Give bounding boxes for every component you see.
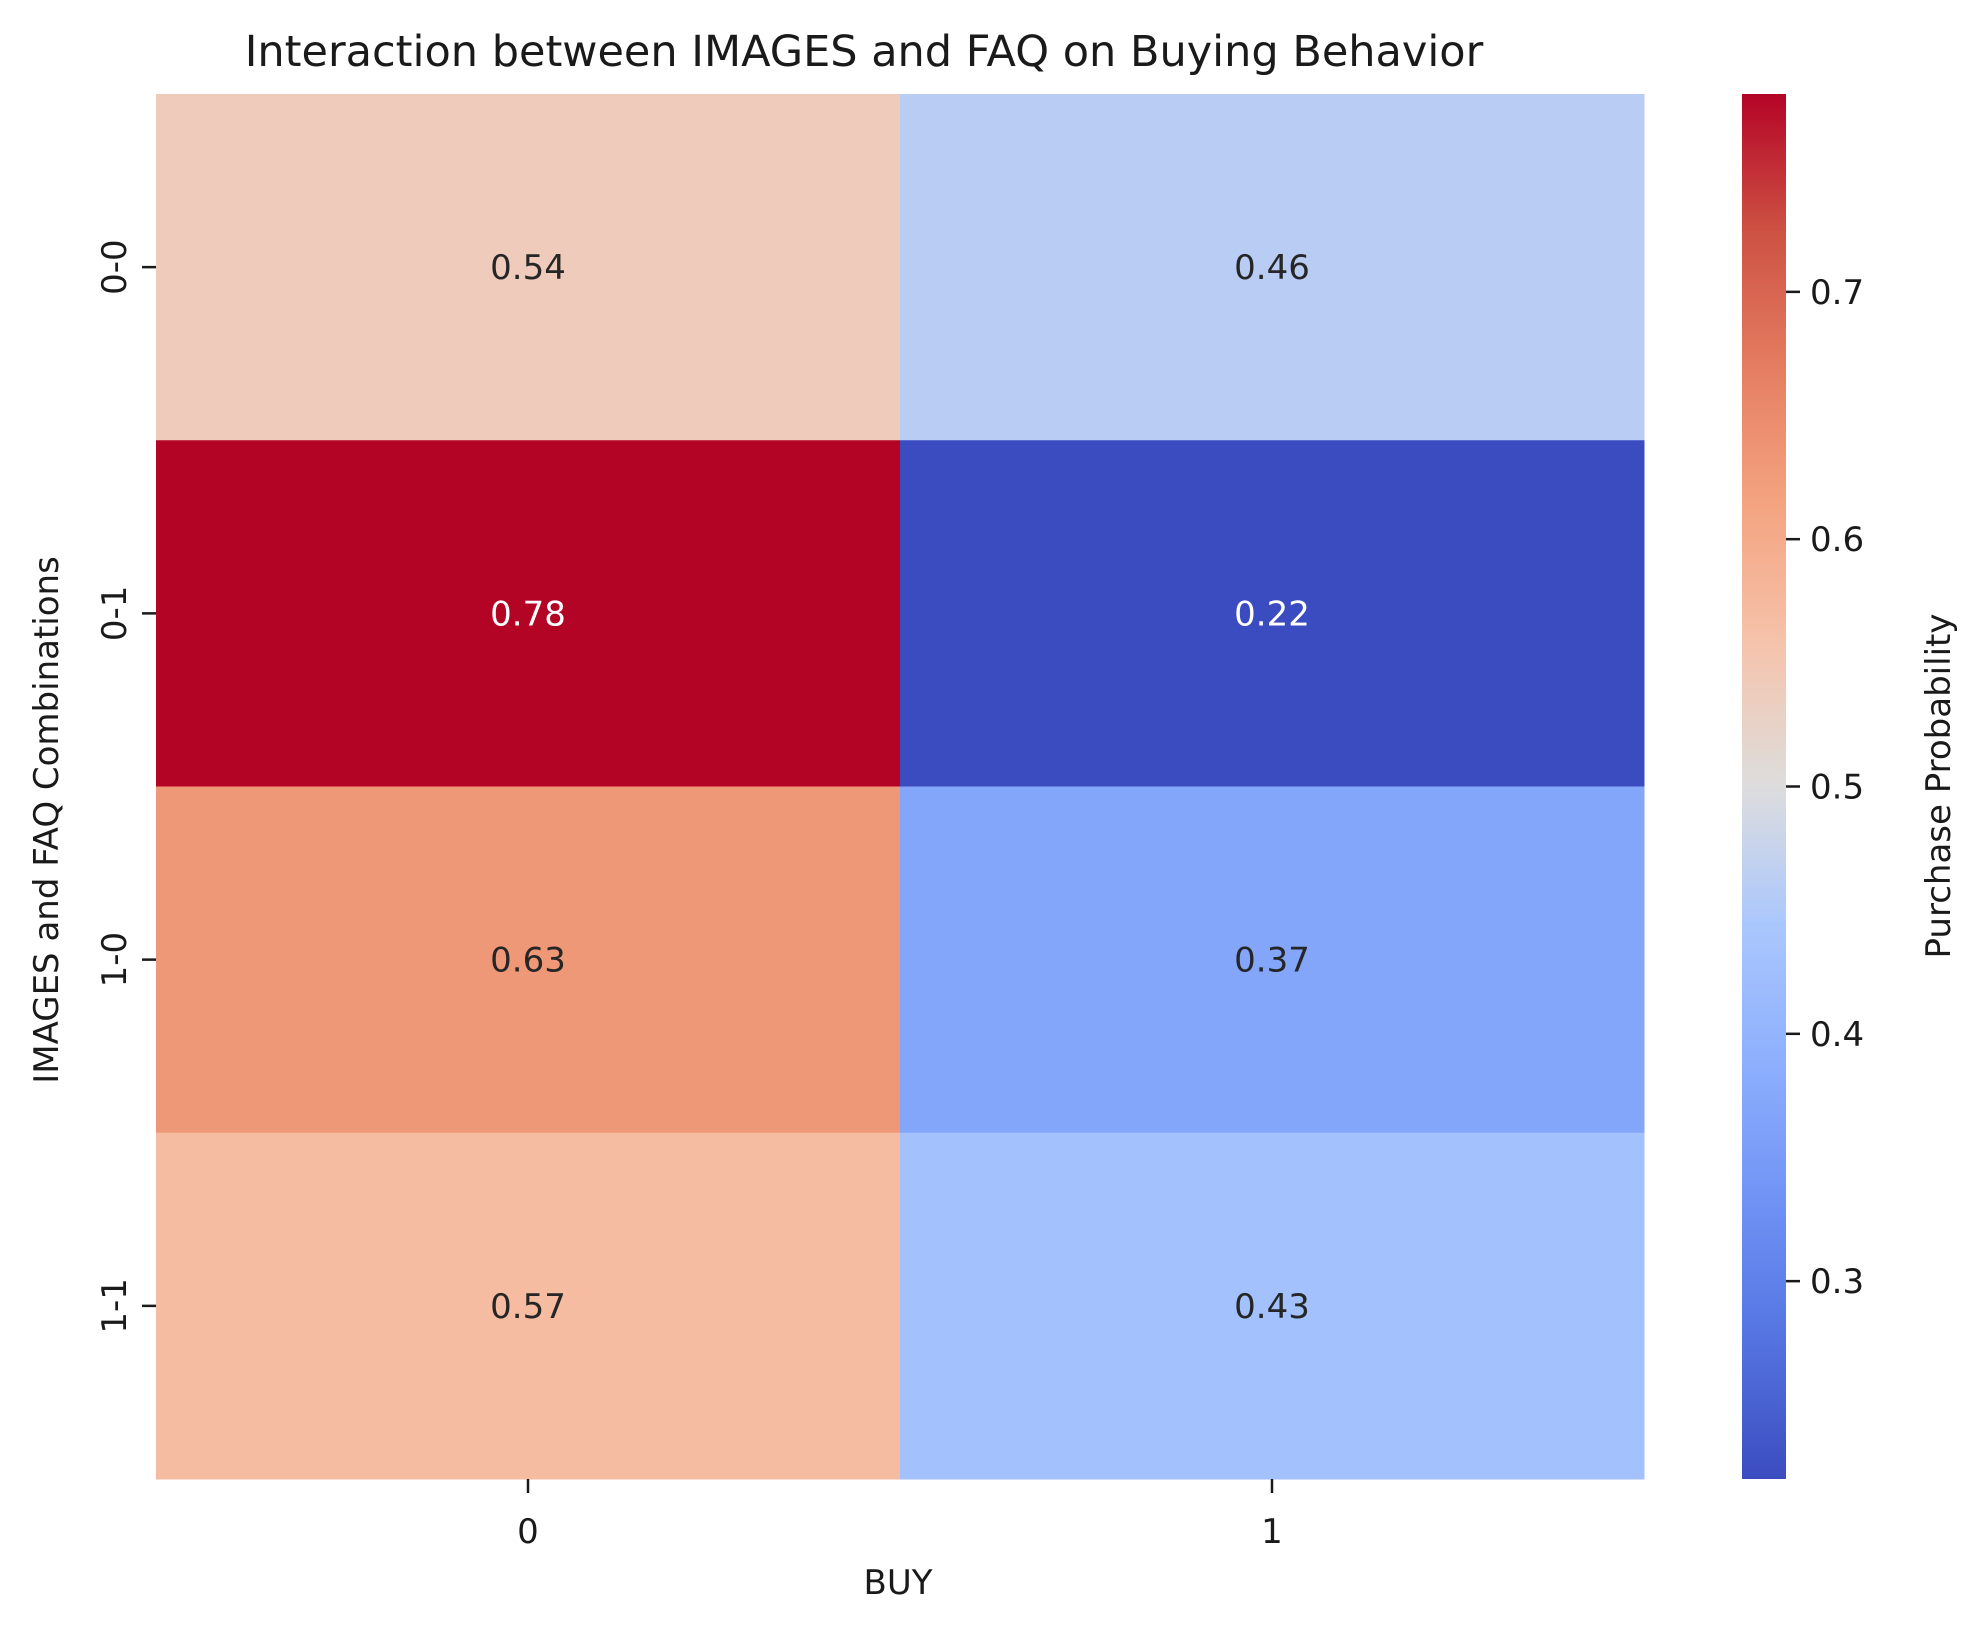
- cell-value-label: 0.63: [490, 941, 566, 981]
- colorbar-tick-label: 0.6: [1810, 520, 1864, 560]
- y-tick-label: 0-0: [95, 239, 135, 295]
- y-axis-label: IMAGES and FAQ Combinations: [27, 556, 67, 1084]
- x-tick-label: 0: [517, 1512, 539, 1552]
- heatmap-cell: [900, 786, 1645, 1134]
- heatmap-cell: [900, 1132, 1645, 1480]
- cell-value-label: 0.37: [1234, 941, 1310, 981]
- y-tick-label: 1-1: [95, 1278, 135, 1334]
- cell-value-label: 0.78: [490, 594, 566, 634]
- cell-value-label: 0.43: [1234, 1287, 1310, 1327]
- y-tick-label: 1-0: [95, 932, 135, 988]
- y-axis: 0-0 0-1 1-0 1-1: [95, 239, 156, 1334]
- heatmap-cell: [900, 440, 1645, 787]
- heatmap-cell: [156, 94, 901, 441]
- heatmap-cell: [900, 94, 1645, 441]
- heatmap-cell: [156, 1132, 901, 1480]
- cell-value-label: 0.57: [490, 1287, 566, 1327]
- y-tick-label: 0-1: [95, 586, 135, 642]
- colorbar-tick-label: 0.4: [1810, 1015, 1864, 1055]
- heatmap-cell: [156, 440, 901, 787]
- colorbar-tick-label: 0.3: [1810, 1262, 1864, 1302]
- cell-value-label: 0.54: [490, 248, 566, 288]
- heatmap-cell: [156, 786, 901, 1134]
- colorbar-tick-label: 0.7: [1810, 273, 1864, 313]
- cell-value-label: 0.22: [1234, 594, 1310, 634]
- chart-title: Interaction between IMAGES and FAQ on Bu…: [245, 27, 1484, 77]
- colorbar-label: Purchase Probability: [1919, 614, 1959, 959]
- colorbar-ticks: 0.3 0.4 0.5 0.6 0.7: [1786, 273, 1864, 1302]
- colorbar: 0.3 0.4 0.5 0.6 0.7 Purchase Probability: [1742, 94, 1959, 1479]
- x-axis-label: BUY: [864, 1563, 933, 1603]
- colorbar-tick-label: 0.5: [1810, 768, 1864, 808]
- heatmap-cells: 0.54 0.46 0.78 0.22 0.63 0.37 0.57 0.43: [156, 94, 1645, 1480]
- cell-value-label: 0.46: [1234, 248, 1310, 288]
- x-tick-label: 1: [1261, 1512, 1283, 1552]
- colorbar-gradient: [1742, 94, 1786, 1479]
